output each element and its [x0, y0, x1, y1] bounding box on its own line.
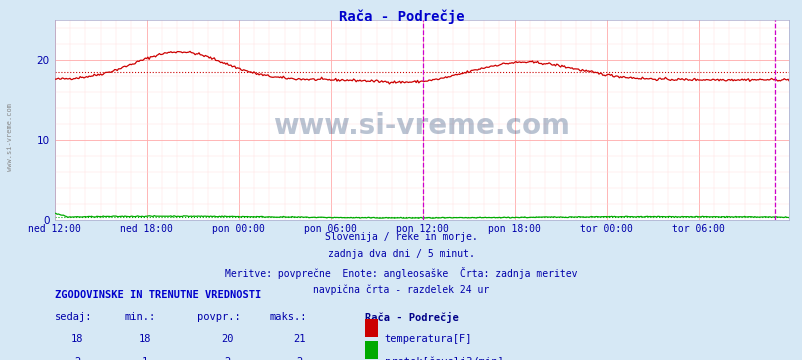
- Text: navpična črta - razdelek 24 ur: navpična črta - razdelek 24 ur: [313, 284, 489, 294]
- Text: Rača - Podrečje: Rača - Podrečje: [365, 312, 459, 323]
- Text: pretok[čevelj3/min]: pretok[čevelj3/min]: [384, 357, 503, 360]
- Text: maks.:: maks.:: [269, 312, 306, 322]
- Text: ZGODOVINSKE IN TRENUTNE VREDNOSTI: ZGODOVINSKE IN TRENUTNE VREDNOSTI: [55, 290, 261, 300]
- Text: min.:: min.:: [124, 312, 156, 322]
- Text: 2: 2: [296, 357, 302, 360]
- Text: www.si-vreme.com: www.si-vreme.com: [7, 103, 14, 171]
- Text: Slovenija / reke in morje.: Slovenija / reke in morje.: [325, 232, 477, 242]
- Text: temperatura[F]: temperatura[F]: [384, 334, 472, 345]
- Text: 2: 2: [74, 357, 80, 360]
- Text: 1: 1: [141, 357, 148, 360]
- Text: povpr.:: povpr.:: [196, 312, 240, 322]
- Text: 18: 18: [71, 334, 83, 345]
- Text: 21: 21: [293, 334, 306, 345]
- Text: Rača - Podrečje: Rača - Podrečje: [338, 9, 464, 23]
- Text: 18: 18: [138, 334, 151, 345]
- Text: 20: 20: [221, 334, 233, 345]
- Text: sedaj:: sedaj:: [55, 312, 92, 322]
- Text: Meritve: povprečne  Enote: angleosaške  Črta: zadnja meritev: Meritve: povprečne Enote: angleosaške Čr…: [225, 267, 577, 279]
- Text: 2: 2: [224, 357, 230, 360]
- Text: zadnja dva dni / 5 minut.: zadnja dva dni / 5 minut.: [328, 249, 474, 260]
- Text: www.si-vreme.com: www.si-vreme.com: [273, 112, 569, 140]
